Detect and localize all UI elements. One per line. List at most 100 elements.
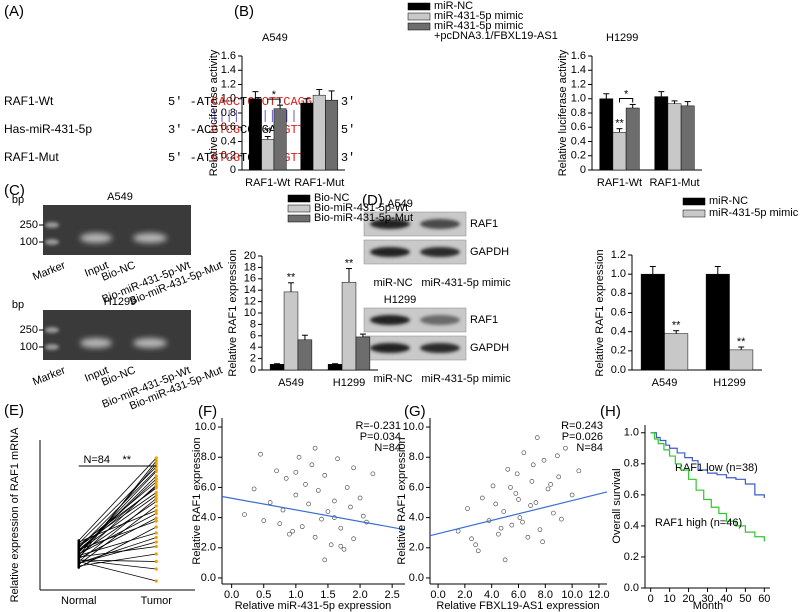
pair-line [78,526,157,568]
tumor-point [154,490,158,495]
error-bar [328,90,335,101]
point [509,522,515,528]
pair-line [78,469,157,549]
gel-band [133,233,167,243]
significance: ** [672,320,681,332]
legend-swatch [287,194,311,203]
point [322,472,328,478]
pair-line [78,541,157,564]
point [344,485,350,490]
pair-line [78,561,157,582]
point [348,504,353,510]
x-tick-label: 4.0 [484,589,499,601]
error-bar [332,363,339,365]
y-tick-label: 1.4 [221,64,236,76]
y-tick-label: 10 [244,307,256,319]
tumor-point [154,477,158,481]
annotation: N=84 [83,454,110,466]
x-tick-label: 6.0 [511,589,526,601]
legend-swatch [682,209,706,218]
point [520,519,525,525]
legend-label-box: miR-NC [709,196,749,207]
point [274,468,279,474]
y-tick-label: 1.0 [611,268,626,280]
tumor-point [154,540,158,544]
y-tick-label: 0.2 [624,551,639,563]
tumor-point [154,468,158,472]
significance: * [272,89,277,101]
x-tick-label: 2.5 [385,589,400,601]
error-bar [303,98,310,104]
blot-band [420,343,460,353]
tumor-point [154,462,158,466]
x-tick-label: 60 [758,593,770,605]
legend-label: miR-431-5p mimic [434,11,524,22]
error-bar [673,330,680,334]
point [351,536,356,542]
y-tick-label: 0.8 [571,107,586,119]
error-bar [359,333,366,337]
y-tick-label: 10.0 [195,421,216,433]
legend-swatch [287,214,311,223]
tumor-point [154,496,158,501]
point [514,471,520,477]
tumor-point [154,508,158,513]
gel-lane-label: Marker [31,259,68,283]
x-tick-label: 10.0 [561,589,582,601]
legend-label-box: Bio-miR-431-5p-Mut [314,213,413,224]
point [559,516,564,522]
sequence-label: RAF1-Wt [4,94,54,108]
gel-title: H1299 [104,296,136,308]
blot-band-label: RAF1 [470,218,498,230]
gel-band [80,338,112,348]
bar [705,273,730,371]
blot-band [370,315,410,325]
point [338,543,344,549]
point [493,501,499,507]
x-axis-label: Month [693,600,724,612]
y-tick-label: 0.0 [201,572,216,584]
point [290,528,295,534]
y-tick-label: 18 [244,261,256,273]
chart-title: H1299 [606,32,638,44]
y-tick-label: 0.2 [571,150,586,162]
legend-label: miR-NC [709,196,749,207]
sequence-segment: GTCG [211,123,240,137]
bar [667,103,682,171]
panel-label: (G) [404,403,426,420]
panel-label: (B) [234,3,254,20]
significance: ** [345,257,354,269]
point [296,454,302,460]
tumor-point [154,504,158,508]
x-tick-label: 8.0 [538,589,553,601]
normal-point [77,554,81,557]
y-tick-label: 10.0 [403,421,424,433]
normal-point [77,557,81,560]
y-tick-label: 4.0 [201,512,216,524]
bar [248,98,262,171]
point [469,536,474,542]
pair-line [78,463,157,556]
sequence-segment: GTCG [211,151,240,165]
point [293,469,299,475]
point [545,486,551,492]
y-tick-label: 0.6 [571,121,586,133]
point [533,500,539,505]
y-tick-label: 0.2 [221,150,236,162]
y-tick-label: 4.0 [409,512,424,524]
y-tick-label: 1.6 [221,50,236,62]
y-axis-label: Relative luciferase activity [208,49,220,176]
y-tick-label: 8.0 [201,451,216,463]
annotation: R=0.243 [561,420,603,432]
x-tick-label: RAF1-Mut [294,177,344,189]
error-bar [274,363,281,365]
point [473,542,478,548]
pair-line [78,492,157,547]
tumor-point [154,552,158,556]
x-tick-label: 1.5 [320,589,335,601]
point [551,510,556,516]
survival-curve [650,432,765,498]
x-tick-label: RAF1-Wt [245,177,290,189]
sequence-segment: 5′ -AT [168,151,211,165]
blot-lane-label: miR-NC [373,373,412,385]
